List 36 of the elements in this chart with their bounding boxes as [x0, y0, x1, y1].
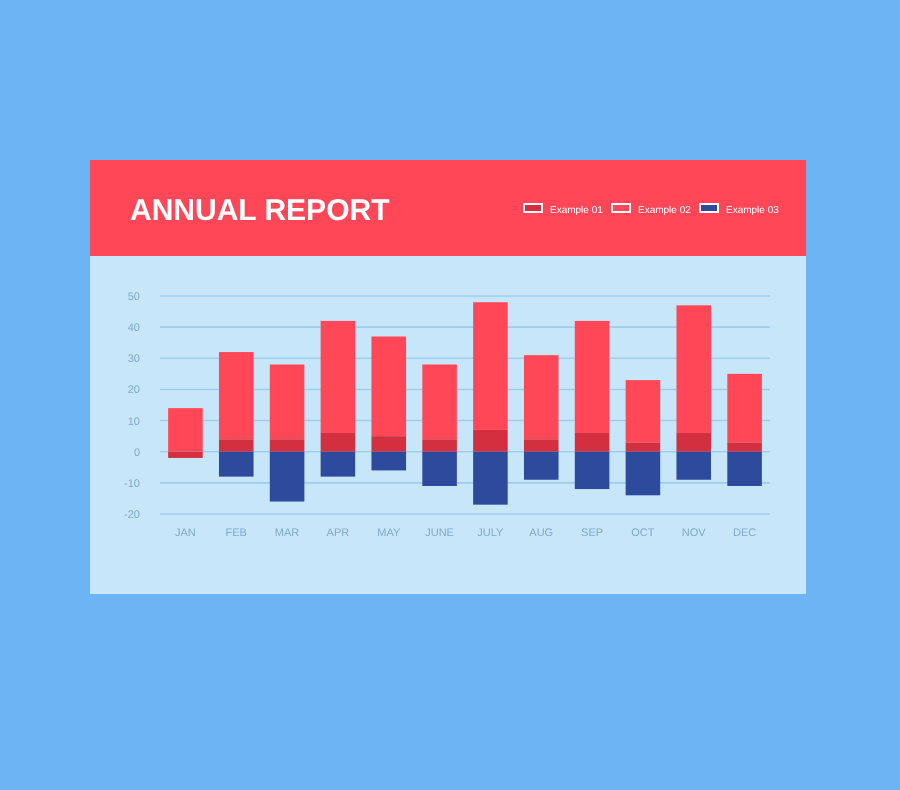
bar [218, 352, 254, 440]
bar [168, 408, 203, 452]
bar [422, 439, 457, 452]
chart-title: ANNUAL REPORT [130, 194, 390, 228]
bar [727, 442, 762, 452]
bar [625, 451, 661, 496]
bar [676, 433, 712, 452]
bar [422, 364, 457, 440]
bar [523, 355, 559, 440]
bar [574, 451, 610, 490]
bar [625, 442, 661, 452]
bar [371, 451, 407, 471]
bar [320, 320, 356, 434]
bar [676, 451, 712, 480]
bar [218, 439, 254, 452]
bar [320, 451, 356, 477]
bar [371, 436, 407, 452]
bar [269, 451, 305, 502]
bar [269, 364, 305, 440]
bar [727, 451, 762, 486]
bar [422, 451, 457, 486]
bar [625, 380, 661, 443]
bar [676, 305, 712, 434]
bar [574, 320, 610, 434]
bar [269, 439, 305, 452]
bar [168, 451, 203, 458]
bar [473, 451, 508, 505]
bar [523, 439, 559, 452]
bar [473, 302, 508, 430]
bar [574, 433, 610, 452]
bar [218, 451, 254, 477]
bar [727, 373, 762, 443]
bar [473, 429, 508, 452]
bar [371, 336, 407, 437]
bar [320, 433, 356, 452]
bar [523, 451, 559, 480]
